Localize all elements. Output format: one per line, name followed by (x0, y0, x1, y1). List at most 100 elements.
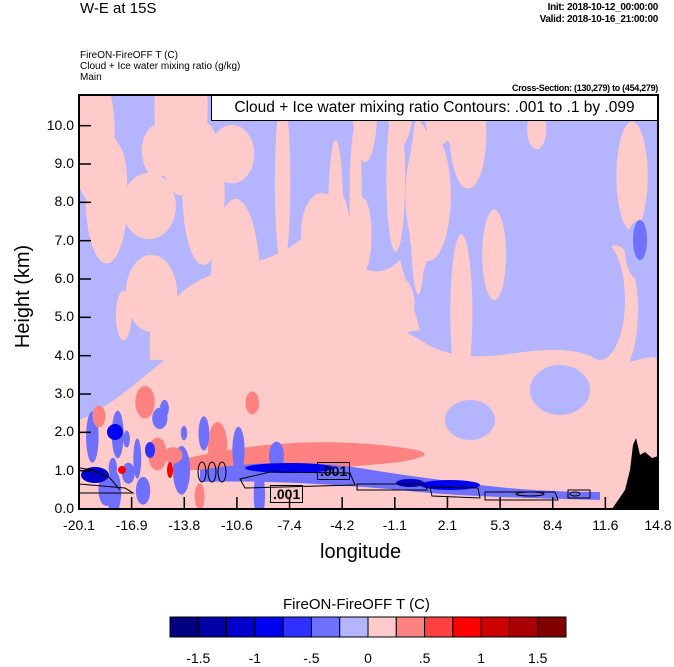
field-patch (232, 426, 245, 474)
field-patch (81, 467, 109, 483)
field-patch (135, 385, 155, 419)
field-patch (633, 220, 647, 260)
field-patch (268, 441, 285, 470)
field-patch (141, 124, 174, 178)
plot-title: W-E at 15S (80, 0, 157, 17)
colorbar-box (339, 616, 369, 638)
field-patch (245, 463, 335, 473)
contour-legend: Cloud + Ice water mixing ratio Contours:… (211, 95, 658, 121)
contour-line (79, 467, 121, 491)
field-label-temperature: FireON-FireOFF T (C) (80, 50, 178, 61)
contour-label: .001 (317, 462, 351, 480)
colorbar-box (282, 616, 312, 638)
field-patch (115, 290, 132, 341)
field-patch (118, 466, 126, 474)
field-patch (194, 483, 205, 509)
y-tick-label: 10.0 (46, 116, 74, 133)
field-patch (274, 97, 291, 268)
field-patch (180, 425, 188, 441)
y-axis-label: Height (km) (12, 244, 35, 349)
field-label-cloud: Cloud + Ice water mixing ratio (g/kg) (80, 61, 241, 72)
colorbar-label: -.5 (303, 650, 320, 666)
y-tick-label: 6.0 (54, 270, 74, 286)
colorbar-label: .5 (418, 650, 431, 666)
contour-line (217, 461, 227, 483)
field-patch (575, 240, 625, 360)
field-patch (198, 416, 210, 451)
y-tick-label: 0.0 (54, 500, 74, 516)
contour-label: .001 (270, 485, 304, 503)
colorbar-box (480, 616, 510, 638)
x-tick-label: 11.6 (592, 517, 619, 533)
colorbar-box (537, 616, 567, 638)
valid-time: Valid: 2018-10-16_21:00:00 (539, 14, 659, 25)
init-time: Init: 2018-10-12_00:00:00 (547, 2, 659, 13)
colorbar-box (169, 616, 199, 638)
x-tick-label: -1.1 (382, 517, 407, 533)
contour-line (515, 491, 545, 497)
colorbar (169, 616, 567, 638)
field-patch (163, 447, 183, 464)
y-tick-label: 9.0 (54, 155, 74, 171)
field-patch (616, 121, 648, 231)
colorbar-title: FireON-FireOFF T (C) (283, 596, 430, 613)
contour-line (239, 471, 356, 489)
x-tick-label: 2.1 (437, 517, 458, 533)
contour-line (207, 461, 217, 483)
field-patch (445, 400, 495, 440)
y-tick-label: 4.0 (54, 346, 74, 363)
colorbar-label: -1.5 (186, 650, 211, 666)
field-patch (123, 430, 130, 448)
x-tick-label: -4.2 (330, 517, 355, 533)
field-patch (410, 115, 427, 295)
contour-line (79, 483, 135, 494)
field-patch (420, 480, 480, 490)
field-patch (159, 399, 169, 418)
x-tick-label: -20.1 (63, 517, 95, 533)
field-patch (396, 479, 424, 487)
y-tick-label: 7.0 (54, 231, 74, 248)
x-tick-label: -13.8 (168, 517, 201, 533)
field-patch (168, 95, 185, 126)
field-patch (245, 391, 259, 415)
y-tick-label: 1.0 (54, 461, 74, 478)
field-patch (133, 438, 142, 479)
colorbar-box (367, 616, 397, 638)
x-tick-label: 5.3 (490, 517, 510, 533)
colorbar-label: 1.5 (527, 650, 548, 666)
colorbar-label: -1 (248, 650, 262, 666)
field-patch (207, 422, 228, 470)
colorbar-box (424, 616, 454, 638)
x-tick-label: -7.4 (277, 517, 302, 533)
colorbar-label: 0 (364, 650, 372, 666)
field-patch (450, 234, 473, 391)
field-patch (349, 125, 362, 272)
field-patch (92, 405, 106, 428)
colorbar-box (395, 616, 426, 638)
contour-line (197, 461, 207, 483)
y-tick-label: 3.0 (54, 385, 74, 401)
x-tick-label: -16.9 (115, 517, 148, 533)
terrain (612, 438, 658, 509)
field-patch (167, 462, 173, 478)
field-patch (105, 143, 128, 225)
y-tick-label: 2.0 (54, 423, 74, 440)
y-tick-label: 5.0 (54, 308, 74, 325)
x-tick-label: 8.4 (542, 517, 563, 533)
field-label-main: Main (80, 72, 102, 83)
colorbar-box (254, 616, 284, 638)
contour-line (567, 489, 591, 499)
field-patch (530, 365, 590, 415)
colorbar-box (452, 616, 482, 638)
field-patch (135, 476, 151, 505)
contour-line (356, 483, 428, 491)
field-patch (121, 172, 176, 240)
field-patch (107, 424, 123, 440)
field-patch (106, 470, 122, 509)
y-tick-label: 8.0 (54, 193, 74, 210)
cloud-contours (79, 461, 591, 501)
x-axis-label: longitude (320, 541, 402, 563)
contour-line (569, 491, 581, 497)
colorbar-box (508, 616, 539, 638)
